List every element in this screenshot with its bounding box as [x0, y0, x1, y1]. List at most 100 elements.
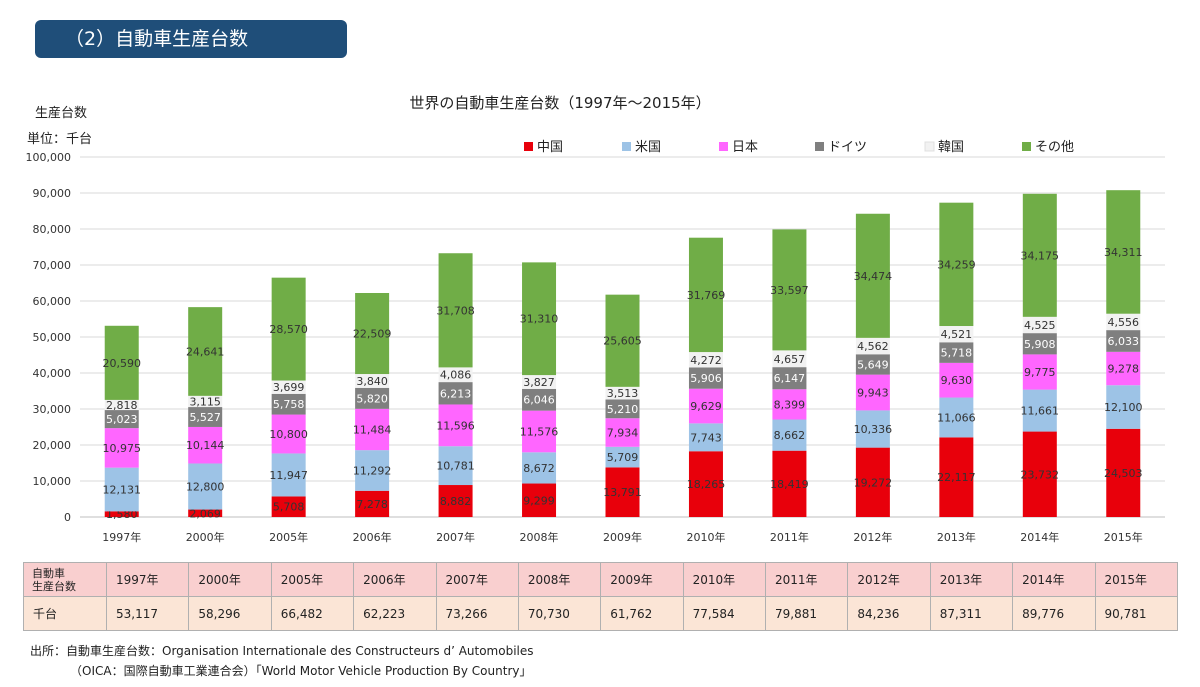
bar-value-label: 6,033 [1108, 335, 1140, 348]
y-tick-label: 40,000 [33, 367, 72, 380]
bar-value-label: 11,661 [1021, 405, 1060, 418]
bar-value-label: 18,419 [770, 478, 809, 491]
bar-value-label: 5,023 [106, 413, 138, 426]
bar-value-label: 6,213 [440, 387, 472, 400]
y-axis-label: 生産台数 [35, 105, 87, 121]
bar-value-label: 10,975 [102, 442, 141, 455]
table-cell-total: 70,730 [517, 596, 602, 631]
bar-segment [438, 367, 473, 383]
source-line-2: （OICA：国際自動車工業連合会）「World Motor Vehicle Pr… [70, 664, 532, 678]
x-tick-label: 2005年 [269, 530, 308, 544]
table-cell-year: 2015年 [1094, 562, 1178, 597]
bar-segment [855, 447, 890, 517]
table-cell-year: 2008年 [517, 562, 602, 597]
table-cell-year: 2007年 [435, 562, 519, 597]
bar-segment [772, 419, 807, 451]
y-tick-label: 60,000 [33, 295, 72, 308]
bar-segment [355, 450, 390, 491]
bar-value-label: 5,758 [273, 398, 305, 411]
bar-value-label: 7,278 [356, 498, 388, 511]
x-tick-label: 2007年 [436, 530, 475, 544]
bar-value-label: 3,840 [356, 375, 388, 388]
bar-segment [104, 399, 139, 411]
bar-value-label: 7,934 [607, 427, 639, 440]
bar-value-label: 9,629 [690, 400, 722, 413]
bar-value-label: 3,513 [607, 387, 639, 400]
bar-value-label: 11,292 [353, 464, 392, 477]
bar-value-label: 9,775 [1024, 366, 1056, 379]
section-title: （2）自動車生産台数 [65, 28, 249, 50]
legend-label: ドイツ [828, 140, 867, 155]
bar-value-label: 20,590 [102, 357, 141, 370]
x-tick-label: 2014年 [1020, 530, 1059, 544]
bar-value-label: 33,597 [770, 284, 809, 297]
bar-value-label: 22,117 [937, 471, 976, 484]
bar-segment [271, 393, 306, 415]
bar-segment [688, 352, 723, 368]
table-cell-total: 89,776 [1012, 596, 1096, 631]
bar-value-label: 12,100 [1104, 401, 1143, 414]
bar-value-label: 9,299 [523, 494, 555, 507]
legend-label: その他 [1035, 140, 1074, 155]
bar-value-label: 31,310 [520, 313, 559, 326]
bar-segment [188, 395, 223, 408]
bar-value-label: 5,820 [356, 392, 388, 405]
bar-value-label: 34,474 [854, 270, 893, 283]
bar-value-label: 6,046 [523, 394, 555, 407]
x-tick-label: 2008年 [520, 530, 559, 544]
bar-segment [605, 294, 640, 387]
table-cell-year: 2013年 [929, 562, 1014, 597]
bar-value-label: 5,649 [857, 358, 889, 371]
bar-segment [772, 389, 807, 420]
bar-value-label: 12,800 [186, 481, 225, 494]
table-cell-total: 79,881 [764, 596, 849, 631]
table-cell-total: 53,117 [105, 596, 190, 631]
table-cell-total: 62,223 [353, 596, 437, 631]
bar-segment [1022, 333, 1057, 355]
bar-value-label: 4,086 [440, 369, 472, 382]
table-cell-year: 2010年 [682, 562, 767, 597]
bar-value-label: 34,311 [1104, 246, 1143, 259]
bar-value-label: 5,908 [1024, 338, 1056, 351]
bar-segment [271, 277, 306, 381]
bar-segment [605, 418, 640, 447]
table-cell-year: 2014年 [1012, 562, 1096, 597]
bar-segment [688, 451, 723, 517]
bar-segment [939, 326, 974, 343]
bar-segment [939, 437, 974, 517]
bar-segment [1022, 389, 1057, 432]
y-tick-label: 50,000 [33, 331, 72, 344]
bar-segment [522, 410, 557, 453]
chart-title: 世界の自動車生産台数（1997年～2015年） [409, 94, 710, 112]
legend-swatch [1022, 142, 1031, 151]
bar-value-label: 31,769 [687, 289, 726, 302]
bar-value-label: 9,630 [941, 374, 973, 387]
bar-value-label: 11,576 [520, 425, 559, 438]
unit-label: 単位：千台 [27, 131, 92, 147]
table-cell-year: 1997年 [105, 562, 190, 597]
table-cell-year: 2011年 [764, 562, 849, 597]
bar-value-label: 23,732 [1021, 468, 1060, 481]
bar-segment [522, 483, 557, 517]
bar-segment [522, 262, 557, 376]
bar-segment [522, 388, 557, 411]
bar-segment [188, 426, 223, 464]
y-tick-label: 10,000 [33, 475, 72, 488]
x-tick-label: 2009年 [603, 530, 642, 544]
table-cell-total: 87,311 [929, 596, 1014, 631]
bar-segment [855, 374, 890, 411]
bar-segment [605, 446, 640, 468]
bar-segment [355, 490, 390, 517]
bar-segment [522, 452, 557, 484]
bar-value-label: 12,131 [102, 483, 141, 496]
legend-label: 日本 [732, 140, 758, 155]
bar-value-label: 8,399 [774, 398, 806, 411]
legend-label: 韓国 [938, 140, 964, 155]
table-cell-year: 2009年 [600, 562, 684, 597]
bar-value-label: 5,718 [941, 347, 973, 360]
bar-value-label: 25,605 [603, 335, 642, 348]
bar-segment [438, 485, 473, 517]
bar-segment [939, 202, 974, 327]
bar-segment [1022, 193, 1057, 317]
y-tick-label: 100,000 [26, 151, 72, 164]
